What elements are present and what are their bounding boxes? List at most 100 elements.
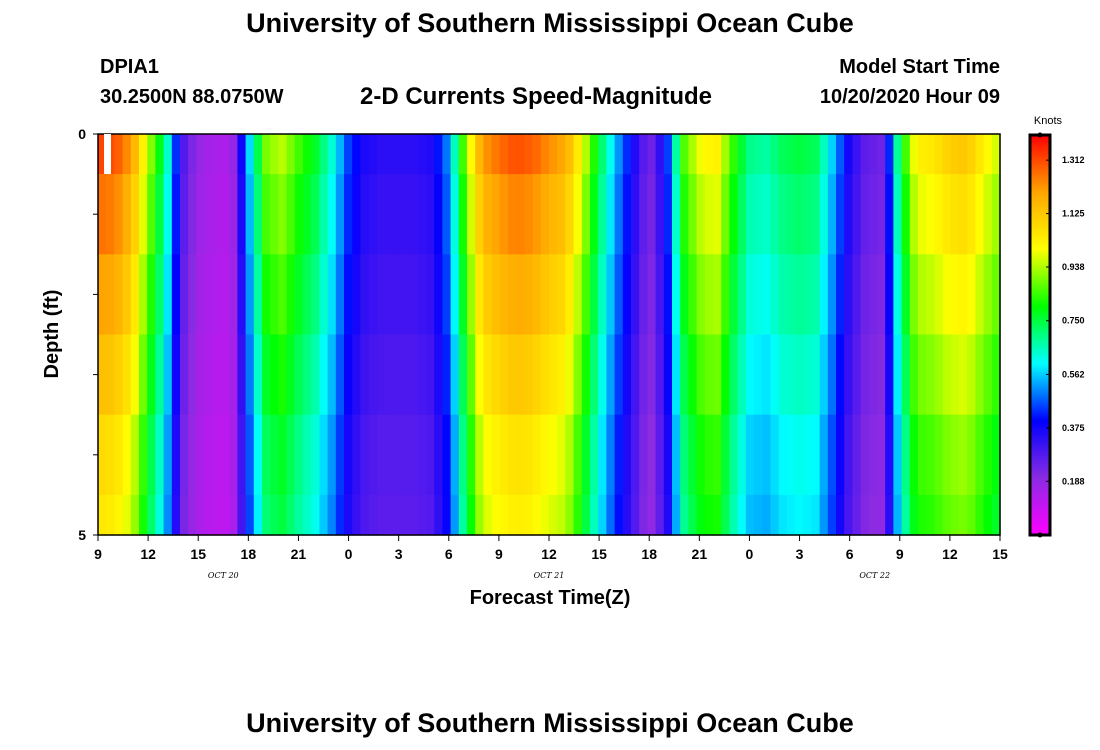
heatmap-cell [106,414,115,496]
heatmap-cell [770,334,780,416]
heatmap-cell [491,334,501,416]
heatmap-cell [762,134,771,175]
heatmap-cell [532,254,542,336]
heatmap-cell [434,134,443,175]
heatmap-cell [122,334,132,416]
heatmap-cell [434,414,443,496]
heatmap-cell [409,174,419,255]
heatmap-cell [934,254,944,336]
heatmap-cell [598,494,607,536]
heatmap-cell [918,414,927,496]
heatmap-cell [311,174,320,255]
heatmap-cell [606,494,616,536]
heatmap-cell [360,414,370,496]
heatmap-cell [803,334,812,416]
heatmap-cell [180,174,189,255]
heatmap-cell [516,174,525,255]
heatmap-cell [303,134,312,175]
heatmap-cell [98,174,107,255]
heatmap-cell [803,414,812,496]
heatmap-cell [639,134,648,175]
x-axis-label: Forecast Time(Z) [470,587,631,609]
heatmap-cell [795,134,804,175]
heatmap-cell [688,134,698,175]
heatmap-cell [573,254,583,336]
heatmap-cell [819,334,829,416]
heatmap-cell [893,334,903,416]
heatmap-cell [393,334,402,416]
heatmap-cell [688,414,698,496]
heatmap-cell [286,174,296,255]
heatmap-cell [991,334,1001,416]
heatmap-cell [885,334,894,416]
heatmap-cell [639,174,648,255]
heatmap-cell [901,414,911,496]
x-tick-label: 6 [846,546,854,562]
heatmap-cell [417,134,427,175]
colorbar-tick-label: 1.312 [1062,155,1085,165]
heatmap-cell [819,254,829,336]
heatmap-cell [663,174,673,255]
heatmap-cell [590,254,599,336]
station-coordinates: 30.2500N 88.0750W [100,86,284,108]
heatmap-cell [532,494,542,536]
heatmap-cell [918,174,927,255]
heatmap-cell [590,414,599,496]
heatmap-cell [704,254,714,336]
heatmap-cell [229,494,238,536]
heatmap-cell [475,134,484,175]
heatmap-cell [696,174,706,255]
heatmap-cell [508,414,517,496]
heatmap-cell [130,254,140,336]
heatmap-cell [270,254,279,336]
heatmap-cell [991,494,1001,536]
heatmap-cell [631,174,640,255]
heatmap-cell [327,414,337,496]
heatmap-cell [893,414,903,496]
heatmap-cell [942,414,952,496]
heatmap-cell [573,134,583,175]
heatmap-cell [614,254,624,336]
heatmap-cell [130,414,140,496]
heatmap-cell [565,174,575,255]
heatmap-cell [836,334,845,416]
heatmap-cell [745,334,755,416]
heatmap-cell [877,254,886,336]
heatmap-cell [270,494,279,536]
heatmap-cell [434,334,443,416]
heatmap-cell [98,134,107,175]
heatmap-cell [229,134,238,175]
heatmap-cell [860,414,870,496]
heatmap-cell [417,334,427,416]
heatmap-cell [294,254,304,336]
heatmap-cell [204,334,214,416]
heatmap-cell [639,414,648,496]
heatmap-cell [270,414,279,496]
colorbar-gradient [1028,133,1052,537]
heatmap-cell [975,494,985,536]
x-tick-label: 9 [495,546,503,562]
heatmap-cell [385,414,394,496]
heatmap-cell [975,134,985,175]
heatmap-cell [311,494,320,536]
heatmap-cell [844,414,853,496]
heatmap-cell [893,254,903,336]
heatmap-cell [704,134,714,175]
heatmap-cell [335,414,345,496]
heatmap-cell [344,174,353,255]
x-tick-label: 21 [692,546,708,562]
heatmap-cell [729,174,739,255]
x-tick-label: 3 [395,546,403,562]
heatmap-cell [967,254,976,336]
heatmap-cell [237,494,247,536]
heatmap-cell [171,254,181,336]
heatmap-cell [409,254,419,336]
colorbar-unit: Knots [1034,115,1063,127]
heatmap-cell [909,134,919,175]
heatmap-cell [426,254,435,336]
heatmap-cell [827,134,837,175]
heatmap-cell [237,254,247,336]
heatmap-cell [606,414,616,496]
heatmap-cell [631,414,640,496]
